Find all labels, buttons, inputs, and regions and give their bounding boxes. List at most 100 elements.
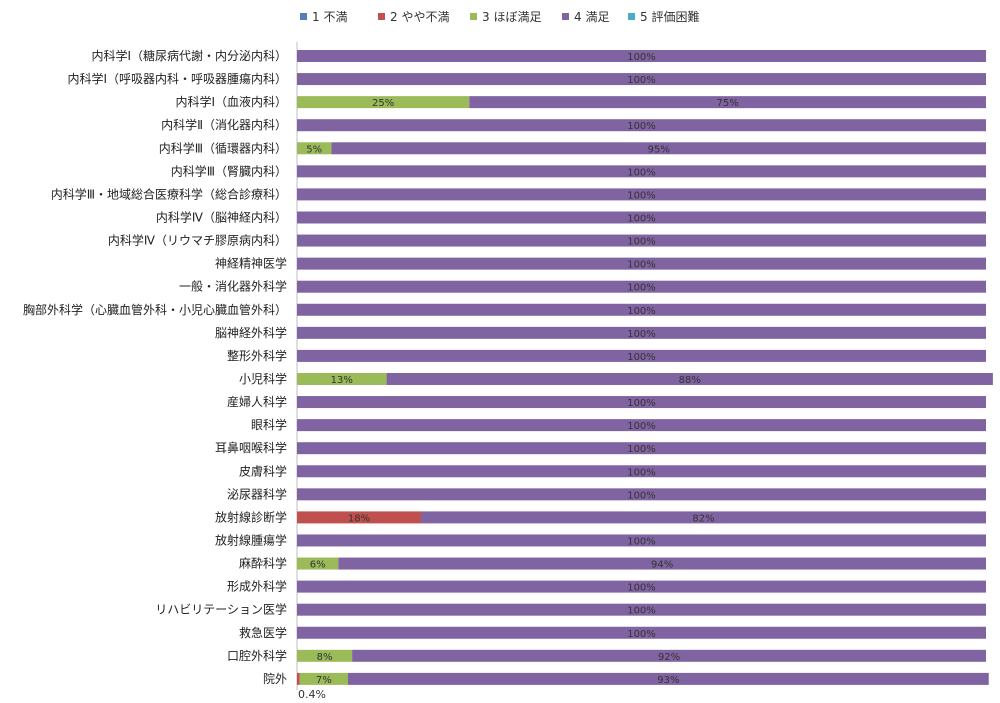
legend-label: 4 満足 — [574, 10, 610, 24]
data-label: 6% — [310, 560, 326, 571]
bar-segment — [297, 234, 986, 247]
data-label: 95% — [648, 144, 670, 155]
category-label: 泌尿器科学 — [227, 486, 287, 501]
legend-label: 1 不満 — [312, 10, 348, 24]
data-label: 100% — [627, 467, 656, 478]
category-label: 内科学Ⅲ・地域総合医療科学（総合診療科） — [51, 186, 287, 201]
bar-segment — [297, 303, 986, 316]
data-label-small-segment: 0.4% — [298, 688, 326, 701]
bar-segment — [421, 511, 986, 524]
bar-segment — [297, 534, 986, 547]
bar-segment — [297, 280, 986, 293]
data-label: 75% — [717, 98, 739, 109]
category-label: 口腔外科学 — [227, 648, 287, 663]
data-label: 5% — [306, 144, 322, 155]
category-label: 胸部外科学（心臓血管外科・小児心臓血管外科） — [23, 302, 287, 317]
data-label: 100% — [627, 329, 656, 340]
bar-segment — [297, 465, 986, 478]
data-label: 8% — [317, 652, 333, 663]
data-label: 88% — [679, 375, 701, 386]
data-label: 100% — [627, 629, 656, 640]
bar-segment — [352, 649, 986, 662]
category-label: 整形外科学 — [227, 348, 287, 363]
data-label: 25% — [372, 98, 394, 109]
bar-segment — [347, 672, 989, 685]
data-label: 100% — [627, 421, 656, 432]
data-label: 100% — [627, 306, 656, 317]
bar-segment — [297, 372, 387, 385]
legend-label: 5 評価困難 — [640, 10, 700, 24]
bar-segment — [297, 488, 986, 501]
data-label: 100% — [627, 352, 656, 363]
category-label: 小児科学 — [239, 371, 287, 386]
data-label: 100% — [627, 260, 656, 271]
legend-item: 2 やや不満 — [378, 8, 449, 25]
bar-segment — [386, 372, 993, 385]
data-label: 92% — [658, 652, 680, 663]
data-label: 7% — [316, 675, 332, 686]
bar-segment — [297, 96, 470, 109]
bar-segment — [297, 580, 986, 593]
category-label: リハビリテーション医学 — [155, 602, 287, 617]
data-label: 100% — [627, 283, 656, 294]
legend-item: 4 満足 — [562, 8, 609, 25]
bar-segment — [297, 119, 986, 132]
category-label: 神経精神医学 — [215, 256, 287, 271]
legend-item: 3 ほぼ満足 — [470, 8, 541, 25]
bar-segment — [297, 419, 986, 432]
bar-segment — [297, 603, 986, 616]
data-label: 94% — [651, 560, 673, 571]
bar-segment — [297, 396, 986, 409]
legend-swatch — [628, 13, 635, 20]
legend-swatch — [378, 13, 385, 20]
category-label: 皮膚科学 — [239, 463, 287, 478]
data-label: 100% — [627, 536, 656, 547]
bar-segment — [297, 188, 986, 201]
data-label: 82% — [692, 513, 714, 524]
data-label: 100% — [627, 444, 656, 455]
legend-swatch — [562, 13, 569, 20]
category-label: 一般・消化器外科学 — [179, 279, 287, 294]
category-label: 放射線診断学 — [215, 509, 287, 524]
category-label: 脳神経外科学 — [215, 325, 287, 340]
bar-segment — [297, 257, 986, 270]
category-label: 内科学Ⅰ（糖尿病代謝・内分泌内科） — [91, 48, 287, 63]
bar-segment — [469, 96, 986, 109]
category-label: 内科学Ⅲ（循環器内科） — [159, 140, 287, 155]
category-label: 内科学Ⅱ（消化器内科） — [161, 117, 287, 132]
data-label: 100% — [627, 583, 656, 594]
data-label: 100% — [627, 121, 656, 132]
legend-swatch — [470, 13, 477, 20]
bar-segment — [297, 557, 339, 570]
legend-label: 3 ほぼ満足 — [482, 10, 542, 24]
category-label: 内科学Ⅲ（腎臓内科） — [171, 163, 287, 178]
bar-segment — [299, 672, 348, 685]
data-label: 100% — [627, 237, 656, 248]
bar-segment — [297, 50, 986, 62]
bar-segment — [331, 142, 986, 155]
legend-label: 2 やや不満 — [390, 10, 450, 24]
bar-segment — [297, 211, 986, 224]
category-label: 放射線腫瘍学 — [215, 532, 287, 547]
bar-segment — [297, 165, 986, 178]
category-label: 内科学Ⅰ（血液内科） — [175, 94, 287, 109]
category-label: 内科学Ⅳ（脳神経内科） — [156, 209, 287, 224]
category-label: 形成外科学 — [227, 579, 287, 594]
category-label: 院外 — [263, 672, 287, 686]
data-label: 100% — [627, 490, 656, 501]
bar-segment — [297, 326, 986, 339]
category-label: 産婦人科学 — [227, 394, 287, 409]
data-label: 100% — [627, 52, 656, 63]
bar-segment — [297, 649, 353, 662]
data-label: 13% — [331, 375, 353, 386]
legend-swatch — [300, 13, 307, 20]
bar-segment — [297, 349, 986, 362]
data-label: 93% — [657, 675, 679, 686]
chart-legend: 1 不満 2 やや不満 3 ほぼ満足 4 満足 5 評価困難 — [0, 8, 1000, 28]
legend-item: 1 不満 — [300, 8, 347, 25]
data-label: 100% — [627, 75, 656, 86]
bar-segment — [297, 511, 422, 524]
data-label: 100% — [627, 606, 656, 617]
bar-segment — [338, 557, 987, 570]
